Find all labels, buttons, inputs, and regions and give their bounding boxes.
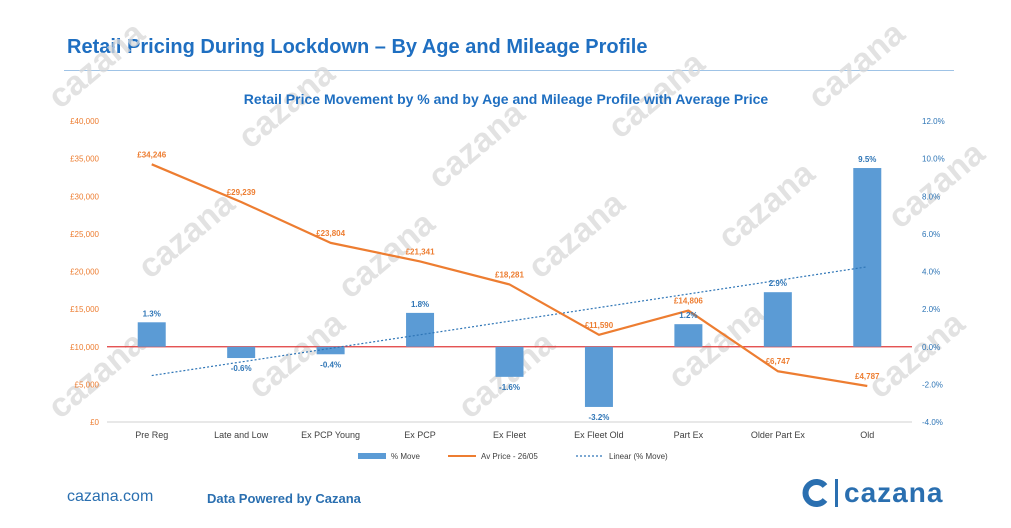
trendline xyxy=(151,266,868,377)
line-data-label: £34,246 xyxy=(137,150,166,159)
left-axis-tick-label: £5,000 xyxy=(75,380,100,389)
x-axis-category-label: Part Ex xyxy=(674,430,704,440)
right-axis-tick-label: 8.0% xyxy=(922,192,940,201)
trendline-series xyxy=(151,266,868,377)
line-data-label: £14,806 xyxy=(674,297,703,306)
line-series xyxy=(151,163,868,388)
page-title: Retail Pricing During Lockdown – By Age … xyxy=(67,36,648,58)
bar xyxy=(227,346,256,359)
line-data-label: £29,239 xyxy=(227,188,256,197)
x-axis-category-label: Ex PCP xyxy=(404,430,436,440)
legend-swatch-bar xyxy=(358,453,386,459)
line-data-label: £4,787 xyxy=(855,372,880,381)
left-axis-tick-label: £35,000 xyxy=(70,155,99,164)
right-axis-tick-label: 0.0% xyxy=(922,343,940,352)
title-divider xyxy=(64,70,954,71)
chart-title: Retail Price Movement by % and by Age an… xyxy=(244,91,769,107)
watermark-text: cazana xyxy=(711,153,823,256)
left-axis-tick-label: £25,000 xyxy=(70,230,99,239)
bar-data-label: -0.4% xyxy=(320,360,341,369)
bar xyxy=(763,292,792,347)
right-axis-tick-label: 10.0% xyxy=(922,155,945,164)
watermark-text: cazana xyxy=(801,13,913,116)
bar xyxy=(853,168,882,347)
bar-data-label: -3.2% xyxy=(588,413,609,422)
footer-credit: Data Powered by Cazana xyxy=(207,491,361,506)
chart-legend: % Move Av Price - 26/05 Linear (% Move) xyxy=(358,452,668,461)
left-axis-tick-label: £0 xyxy=(90,418,99,427)
left-axis-tick-label: £10,000 xyxy=(70,343,99,352)
brand-mark-icon xyxy=(802,479,828,507)
x-axis-category-label: Late and Low xyxy=(214,430,269,440)
watermark-text: cazana xyxy=(41,323,153,426)
bar-data-label: 1.2% xyxy=(679,311,697,320)
logo-wordmark: cazana xyxy=(844,477,944,508)
bar xyxy=(584,346,613,407)
bar xyxy=(674,324,703,347)
watermark-text: cazana xyxy=(521,183,633,286)
line-data-label: £18,281 xyxy=(495,270,524,279)
right-axis-tick-label: 12.0% xyxy=(922,117,945,126)
line-data-label: £11,590 xyxy=(585,321,614,330)
left-axis-tick-label: £20,000 xyxy=(70,268,99,277)
right-axis-tick-label: -2.0% xyxy=(922,380,943,389)
left-axis-tick-label: £40,000 xyxy=(70,117,99,126)
bar-data-label: -1.6% xyxy=(499,383,520,392)
x-axis-category-label: Older Part Ex xyxy=(751,430,806,440)
brand-logo: cazana xyxy=(801,476,943,510)
watermark-text: cazana xyxy=(41,13,153,116)
right-axis-tick-label: -4.0% xyxy=(922,418,943,427)
price-line xyxy=(151,163,868,388)
legend-label: Linear (% Move) xyxy=(609,452,668,461)
bar-data-label: 2.9% xyxy=(769,279,787,288)
bar-data-label: 1.3% xyxy=(143,309,161,318)
data-labels: 1.3% -0.6% -0.4% 1.8% -1.6% -3.2% 1.2% 2.9% 9.5%… xyxy=(137,150,880,422)
left-axis-tick-label: £15,000 xyxy=(70,305,99,314)
bar xyxy=(137,322,166,347)
right-axis-tick-label: 2.0% xyxy=(922,305,940,314)
footer-url[interactable]: cazana.com xyxy=(67,488,154,505)
bar xyxy=(316,346,345,355)
bar-data-label: 9.5% xyxy=(858,155,876,164)
line-data-label: £6,747 xyxy=(766,357,791,366)
x-axis-category-label: Ex PCP Young xyxy=(301,430,360,440)
bar-series xyxy=(137,168,882,407)
legend-label: % Move xyxy=(391,452,420,461)
x-axis-category-label: Ex Fleet Old xyxy=(574,430,624,440)
bar-data-label: -0.6% xyxy=(231,364,252,373)
x-axis-category-label: Old xyxy=(860,430,874,440)
watermark-text: cazana xyxy=(241,303,353,406)
watermark-text: cazana xyxy=(421,93,533,196)
bar xyxy=(406,312,435,347)
right-axis-tick-label: 4.0% xyxy=(922,268,940,277)
line-data-label: £23,804 xyxy=(316,229,345,238)
right-axis-tick-label: 6.0% xyxy=(922,230,940,239)
legend-label: Av Price - 26/05 xyxy=(481,452,538,461)
line-data-label: £21,341 xyxy=(406,247,435,256)
watermark-text: cazana xyxy=(881,133,993,236)
x-axis-category-label: Ex Fleet xyxy=(493,430,527,440)
bar xyxy=(495,346,524,377)
watermark-text: cazana xyxy=(131,183,243,286)
left-axis-tick-label: £30,000 xyxy=(70,192,99,201)
logo-divider xyxy=(835,479,838,507)
bar-data-label: 1.8% xyxy=(411,300,429,309)
x-axis-category-label: Pre Reg xyxy=(135,430,168,440)
